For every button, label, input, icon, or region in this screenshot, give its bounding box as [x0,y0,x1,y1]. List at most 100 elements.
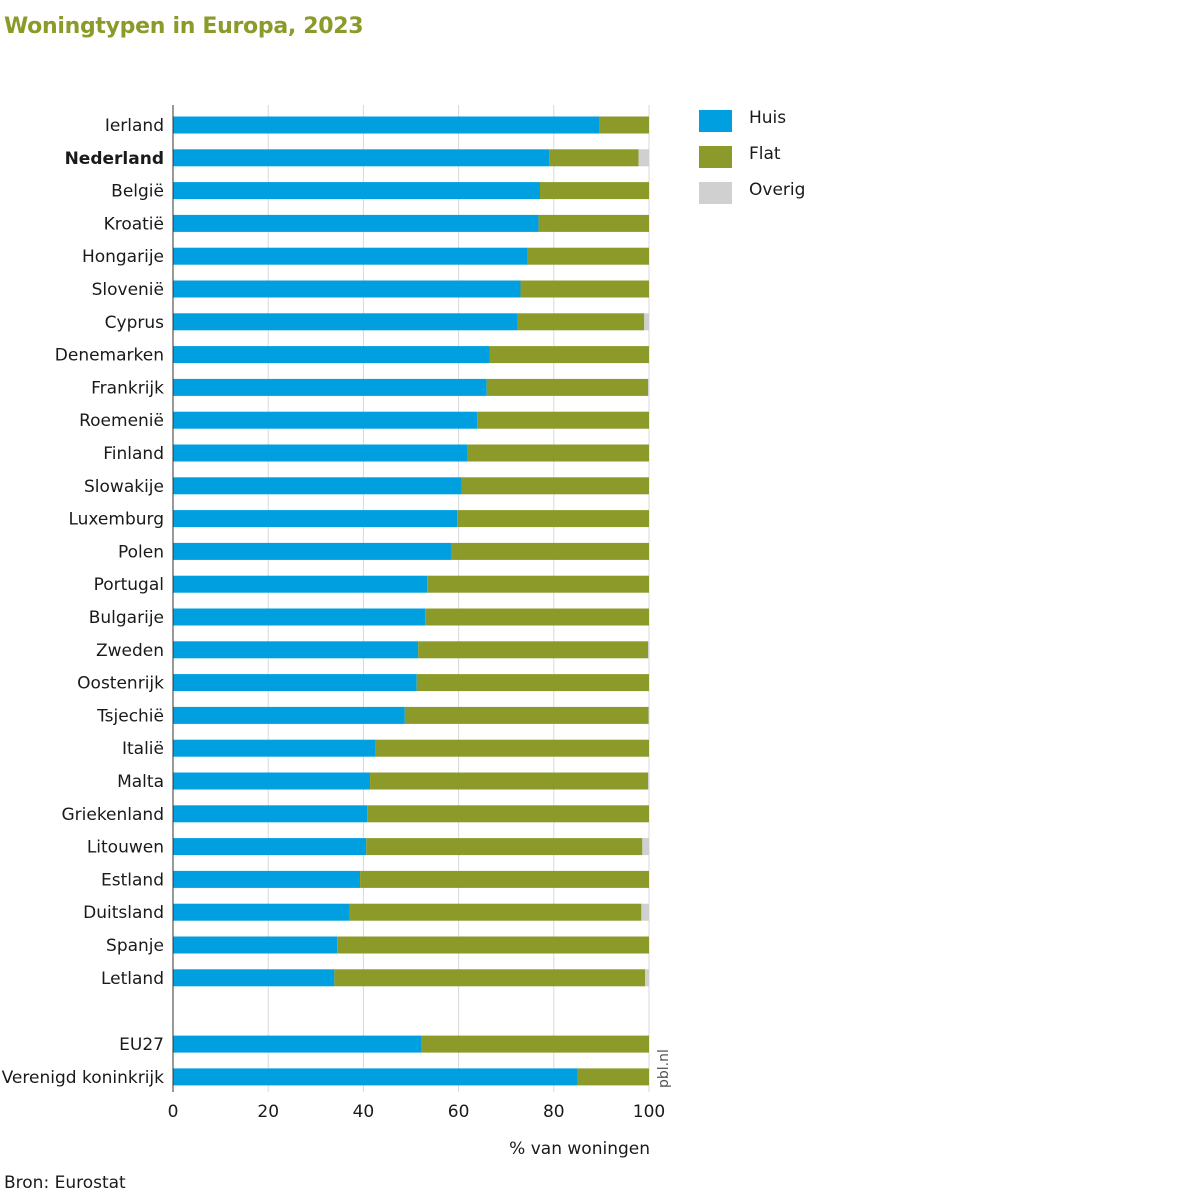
category-label: Oostenrijk [77,674,164,694]
bar-flat [366,838,643,856]
category-label: Finland [103,444,164,464]
bar-huis [173,969,335,987]
bar-huis [173,936,338,954]
category-label: Ierland [105,116,164,136]
bar-huis [173,739,376,757]
bar-overig [648,772,649,790]
x-tick-label: 40 [353,1102,375,1122]
bar-flat [427,575,649,593]
category-label: Portugal [94,575,164,595]
bar-overig [644,313,649,331]
bar-flat [425,608,649,626]
bar-huis [173,313,518,331]
bar-huis [173,838,367,856]
bar-huis [173,510,458,528]
bar-flat [418,641,649,659]
bar-flat [416,674,649,692]
watermark: pbl.nl [656,1049,672,1088]
bar-flat [599,116,649,134]
bar-huis [173,641,419,659]
category-label: Cyprus [105,313,164,333]
bar-flat [577,1068,649,1086]
legend-label-overig: Overig [749,180,806,200]
category-label: Hongarije [82,247,164,267]
x-tick-label: 60 [448,1102,470,1122]
bar-flat [450,542,649,560]
bar-huis [173,1035,421,1053]
category-label: Kroatië [104,214,164,234]
bar-flat [467,444,649,462]
source-note: Bron: Eurostat [4,1173,126,1193]
legend-swatch-overig [699,182,732,204]
bar-overig [642,838,649,856]
bar-huis [173,116,600,134]
bar-flat [420,1035,649,1053]
category-label: Spanje [106,936,164,956]
category-label: Slovenië [92,280,164,300]
bar-huis [173,706,405,724]
bar-huis [173,805,368,823]
bar-huis [173,772,371,790]
legend-swatch-huis [699,110,732,132]
bar-flat [461,477,649,495]
category-label: Slowakije [84,477,164,497]
chart-title: Woningtypen in Europa, 2023 [4,14,364,39]
category-label: België [111,182,164,202]
bar-flat [367,805,649,823]
bar-flat [337,936,649,954]
legend-swatch-flat [699,146,732,168]
legend-label-huis: Huis [749,108,787,128]
category-label: Italië [122,739,164,759]
category-label: Verenigd koninkrijk [2,1068,165,1088]
category-label: EU27 [119,1035,164,1055]
bar-flat [538,214,649,232]
category-label: Denemarken [55,346,164,366]
bar-huis [173,477,462,495]
bar-huis [173,903,350,921]
bar-flat [486,378,649,396]
category-label: Polen [118,542,164,562]
bar-flat [549,149,639,167]
bar-flat [360,870,649,888]
category-label: Frankrijk [91,378,164,398]
bar-flat [370,772,649,790]
bar-flat [349,903,642,921]
bar-huis [173,149,550,167]
bar-huis [173,247,528,265]
bar-huis [173,182,540,200]
bar-huis [173,411,478,429]
bar-huis [173,214,539,232]
x-tick-label: 20 [257,1102,279,1122]
category-label: Zweden [96,641,164,661]
bar-flat [457,510,649,528]
bar-huis [173,280,521,298]
bar-overig [645,969,649,987]
bar-huis [173,346,490,364]
bar-flat [404,706,649,724]
bar-overig [641,903,649,921]
bar-flat [489,346,649,364]
x-tick-label: 100 [633,1102,665,1122]
bar-flat [477,411,649,429]
bar-flat [539,182,649,200]
category-label: Duitsland [83,903,164,923]
category-label: Griekenland [61,805,164,825]
bar-huis [173,674,417,692]
category-label: Letland [101,969,164,989]
x-tick-label: 80 [543,1102,565,1122]
category-label: Litouwen [87,838,164,858]
bar-huis [173,608,426,626]
x-axis-label: % van woningen [509,1139,650,1159]
category-label: Roemenië [79,411,164,431]
bar-flat [520,280,649,298]
bar-huis [173,1068,578,1086]
bar-overig [648,641,649,659]
category-label: Estland [101,870,164,890]
x-tick-label: 0 [168,1102,179,1122]
category-label: Malta [117,772,164,792]
category-label: Tsjechië [96,706,164,726]
legend-label-flat: Flat [749,144,781,164]
bar-flat [527,247,649,265]
bar-huis [173,870,361,888]
